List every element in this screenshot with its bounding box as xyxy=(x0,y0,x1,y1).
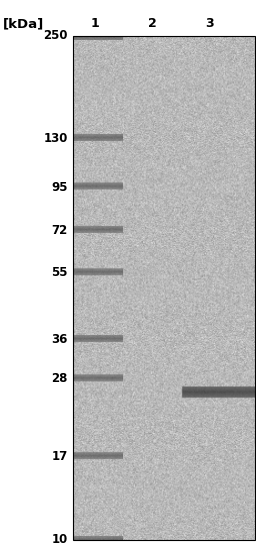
Text: 1: 1 xyxy=(90,17,99,30)
Text: 10: 10 xyxy=(52,533,68,546)
Text: 28: 28 xyxy=(51,372,68,385)
Text: 95: 95 xyxy=(51,181,68,193)
Text: 2: 2 xyxy=(148,17,157,30)
Text: 250: 250 xyxy=(43,29,68,42)
Text: 55: 55 xyxy=(51,266,68,279)
Text: [kDa]: [kDa] xyxy=(3,17,44,30)
Text: 36: 36 xyxy=(51,333,68,346)
Text: 3: 3 xyxy=(206,17,214,30)
Text: 72: 72 xyxy=(52,224,68,237)
Text: 17: 17 xyxy=(52,450,68,463)
Text: 130: 130 xyxy=(44,132,68,145)
